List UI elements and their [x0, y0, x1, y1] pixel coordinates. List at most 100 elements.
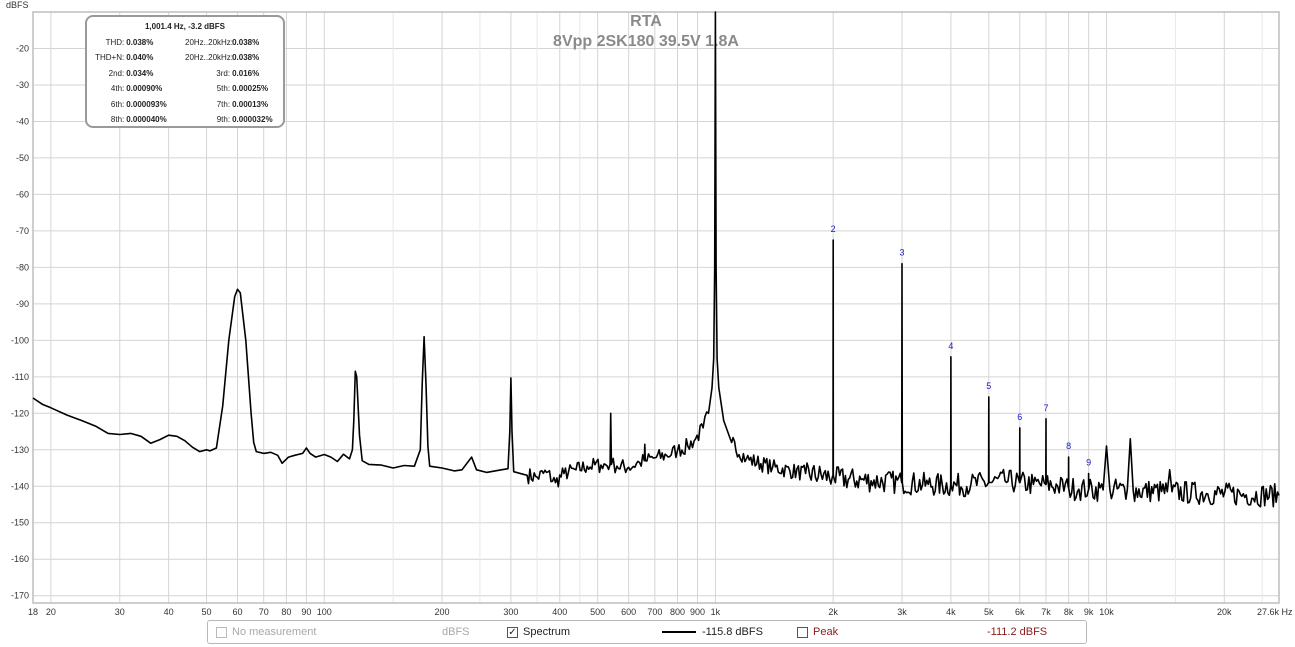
harmonic-label: 8 [1066, 441, 1071, 451]
spectrum-checkbox[interactable]: ✓ [507, 626, 518, 638]
y-tick-label: -110 [12, 372, 29, 382]
y-tick-label: -150 [11, 518, 29, 528]
spectrum-item[interactable]: ✓ Spectrum [507, 626, 570, 638]
spectrum-value: -115.8 dBFS [702, 626, 763, 638]
x-tick-label: 30 [115, 607, 125, 617]
stats-cell: 20Hz..20kHz: 0.038% [185, 50, 283, 66]
stats-row: 6th: 0.000093% 7th: 0.00013% [87, 97, 283, 113]
y-tick-label: -20 [16, 43, 29, 53]
x-tick-label: 8k [1064, 607, 1074, 617]
stats-cell: THD: 0.038% [87, 35, 185, 51]
peak-item[interactable]: Peak [797, 626, 838, 638]
stats-label: 7th: [216, 99, 231, 109]
peak-checkbox[interactable] [797, 626, 808, 638]
stats-row: THD+N: 0.040% 20Hz..20kHz: 0.038% [87, 50, 283, 66]
stats-label: 20Hz..20kHz: [185, 53, 234, 62]
stats-label: THD: [105, 37, 125, 47]
y-tick-label: -130 [11, 445, 29, 455]
stats-row: 8th: 0.000040% 9th: 0.000032% [87, 112, 283, 128]
x-tick-label: 3k [897, 607, 907, 617]
chart-title: RTA [630, 13, 662, 30]
x-tick-label: 600 [621, 607, 636, 617]
y-tick-label: -160 [11, 554, 29, 564]
spectrum-value-item: -115.8 dBFS [662, 626, 763, 638]
legend-bar: No measurement dBFS ✓ Spectrum -115.8 dB… [207, 620, 1087, 644]
x-tick-label: 6k [1015, 607, 1025, 617]
stats-value: 0.016% [232, 68, 260, 78]
x-tick-label: 100 [317, 607, 332, 617]
harmonic-label: 7 [1043, 403, 1048, 413]
y-tick-label: -170 [11, 591, 29, 601]
y-tick-label: -60 [16, 189, 29, 199]
no-measurement-item[interactable]: No measurement [216, 626, 316, 638]
stats-value: 0.00013% [232, 99, 269, 109]
chart-subtitle: 8Vpp 2SK180 39.5V 1.8A [553, 33, 739, 50]
x-tick-label: 700 [647, 607, 662, 617]
x-tick-label: 400 [552, 607, 567, 617]
y-axis-label: dBFS [6, 0, 29, 10]
distortion-stats-panel: 1,001.4 Hz, -3.2 dBFS THD: 0.038% 20Hz..20… [85, 15, 285, 128]
peak-label: Peak [813, 626, 839, 638]
stats-cell: 20Hz..20kHz: 0.038% [185, 35, 283, 51]
stats-label: 2nd: [108, 68, 125, 78]
y-tick-label: -140 [11, 481, 29, 491]
x-tick-label: 80 [281, 607, 291, 617]
y-tick-labels: -20 -30 -40 -50 -60 -70 -80 -90 -100 -110 -120 -130… [11, 43, 29, 600]
x-tick-label: 2k [828, 607, 838, 617]
stats-header: 1,001.4 Hz, -3.2 dBFS [144, 22, 226, 31]
spectrum-line-swatch [662, 631, 696, 633]
harmonic-label: 4 [948, 341, 953, 351]
stats-value: 0.000040% [126, 115, 167, 124]
x-tick-label: 300 [503, 607, 518, 617]
stats-value: 0.00090% [126, 84, 163, 93]
stats-label: 5th: [216, 84, 231, 93]
stats-cell: 3rd: 0.016% [185, 66, 283, 82]
stats-cell: 7th: 0.00013% [185, 97, 283, 113]
x-tick-label: 1k [711, 607, 721, 617]
x-tick-label: 9k [1084, 607, 1094, 617]
x-tick-label: 200 [435, 607, 450, 617]
stats-row: 2nd: 0.034% 3rd: 0.016% [87, 66, 283, 82]
x-tick-label: 20 [46, 607, 56, 617]
stats-cell: THD+N: 0.040% [87, 50, 185, 66]
harmonic-label: 5 [986, 381, 991, 391]
no-measurement-checkbox[interactable] [216, 626, 227, 638]
x-tick-label: 800 [670, 607, 685, 617]
no-measurement-label: No measurement [232, 626, 317, 638]
stats-cell: 9th: 0.000032% [185, 112, 283, 128]
y-tick-label: -50 [16, 153, 29, 163]
harmonic-label: 6 [1017, 412, 1022, 422]
harmonic-labels: 2 3 4 5 6 7 8 9 [831, 224, 1092, 467]
x-tick-label: 900 [690, 607, 705, 617]
x-tick-label: 4k [946, 607, 956, 617]
y-tick-label: -70 [16, 226, 29, 236]
stats-label: 8th: [110, 115, 125, 124]
y-tick-label: -120 [11, 408, 29, 418]
x-tick-label: 7k [1041, 607, 1051, 617]
plot-frame [32, 11, 1280, 604]
x-tick-label: 500 [590, 607, 605, 617]
harmonic-label: 9 [1086, 457, 1091, 467]
spectrum-label: Spectrum [523, 626, 571, 638]
stats-label: 20Hz..20kHz: [185, 37, 234, 47]
series-layer [32, 11, 1280, 508]
x-tick-label: 50 [202, 607, 212, 617]
x-tick-label: 20k [1217, 607, 1232, 617]
stats-value: 0.00025% [232, 84, 269, 93]
stats-cell: 2nd: 0.034% [87, 66, 185, 82]
stats-value: 0.000032% [232, 115, 273, 124]
harmonic-label: 2 [831, 224, 836, 234]
x-tick-label: 5k [984, 607, 994, 617]
y-tick-label: -90 [16, 299, 29, 309]
x-tick-label: 60 [233, 607, 243, 617]
stats-row: 4th: 0.00090% 5th: 0.00025% [87, 81, 283, 97]
stats-value: 0.040% [126, 53, 154, 62]
y-tick-label: -100 [11, 335, 29, 345]
x-tick-labels: 18 20 30 40 50 60 70 80 90 100 200 300 400 500 600 700 8… [28, 607, 1293, 617]
x-tick-label: 27.6k Hz [1257, 607, 1293, 617]
x-tick-label: 70 [259, 607, 269, 617]
x-tick-label: 10k [1099, 607, 1114, 617]
stats-row: THD: 0.038% 20Hz..20kHz: 0.038% [87, 35, 283, 51]
stats-label: 3rd: [216, 68, 231, 78]
stats-cell: 4th: 0.00090% [87, 81, 185, 97]
